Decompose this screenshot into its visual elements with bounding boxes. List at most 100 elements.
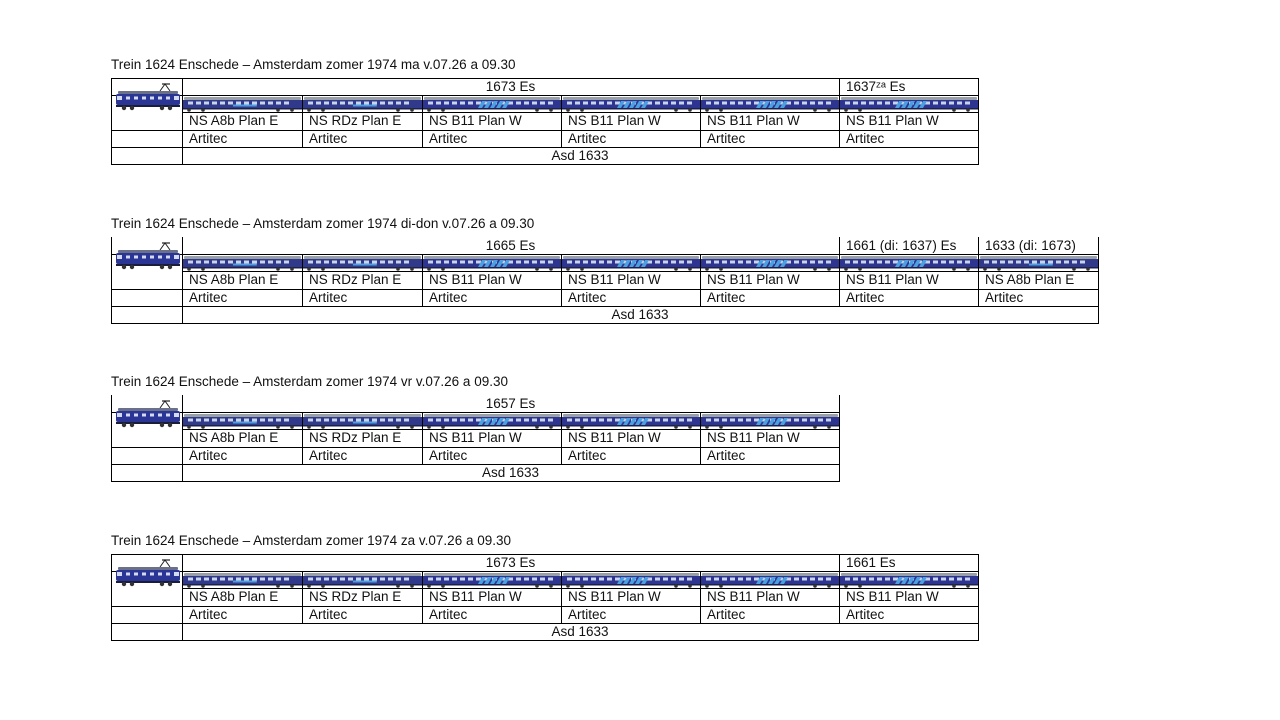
train-section: Trein 1624 Enschede – Amsterdam zomer 19… bbox=[111, 532, 979, 641]
coach-type: NS A8b Plan E bbox=[189, 112, 279, 128]
coach-image bbox=[701, 255, 839, 276]
coach-type: NS B11 Plan W bbox=[429, 429, 522, 445]
coach-maker: Artitec bbox=[189, 447, 228, 463]
coach-divider bbox=[700, 271, 701, 306]
coach-divider bbox=[422, 571, 423, 588]
group-header: 1665 Es bbox=[485, 238, 536, 253]
section-title: Trein 1624 Enschede – Amsterdam zomer 19… bbox=[111, 57, 516, 72]
coach-image bbox=[183, 96, 302, 117]
coach-image bbox=[183, 413, 302, 434]
coach-type: NS B11 Plan W bbox=[707, 429, 800, 445]
group-header: 1637ᶻᵃ Es bbox=[846, 79, 906, 94]
coach-divider bbox=[561, 271, 562, 306]
coach-type: NS B11 Plan W bbox=[846, 588, 939, 604]
coach-image bbox=[303, 413, 422, 434]
group-divider bbox=[978, 237, 979, 254]
coach-maker: Artitec bbox=[568, 447, 607, 463]
train-section: Trein 1624 Enschede – Amsterdam zomer 19… bbox=[111, 56, 979, 165]
group-divider bbox=[839, 78, 840, 95]
coach-type: NS A8b Plan E bbox=[189, 429, 279, 445]
group-header: 1633 (di: 1673) bbox=[985, 238, 1076, 253]
group-header: 1673 Es bbox=[485, 555, 536, 570]
coach-image bbox=[183, 255, 302, 276]
coach-divider bbox=[700, 429, 701, 464]
coach-divider bbox=[700, 95, 701, 112]
locomotive-image bbox=[114, 398, 180, 433]
coach-maker: Artitec bbox=[429, 130, 468, 146]
coach-image bbox=[303, 255, 422, 276]
coach-divider bbox=[302, 95, 303, 112]
coach-type: NS A8b Plan E bbox=[189, 588, 279, 604]
coach-divider bbox=[302, 412, 303, 429]
coach-image bbox=[562, 413, 700, 434]
row-line bbox=[111, 95, 979, 96]
row-line bbox=[111, 254, 1099, 255]
coach-divider bbox=[422, 412, 423, 429]
coach-maker: Artitec bbox=[429, 606, 468, 622]
coach-maker: Artitec bbox=[568, 606, 607, 622]
coach-divider bbox=[422, 254, 423, 271]
coach-divider bbox=[561, 112, 562, 147]
coach-image bbox=[979, 255, 1098, 276]
coach-type: NS B11 Plan W bbox=[846, 271, 939, 287]
row-line bbox=[111, 464, 840, 465]
formation-table: 1673 Es 1661 Es NS A8b Plan E Artitec NS RDz… bbox=[111, 554, 979, 641]
row-line bbox=[111, 571, 979, 572]
coach-maker: Artitec bbox=[309, 130, 348, 146]
coach-maker: Artitec bbox=[846, 289, 885, 305]
table-frame bbox=[111, 395, 840, 482]
row-line bbox=[111, 306, 1099, 307]
coach-divider bbox=[839, 571, 840, 588]
coach-image bbox=[701, 96, 839, 117]
row-line bbox=[182, 112, 979, 113]
formation-table: 1673 Es 1637ᶻᵃ Es NS A8b Plan E Artitec NS R… bbox=[111, 78, 979, 165]
coach-maker: Artitec bbox=[309, 606, 348, 622]
coach-image bbox=[303, 572, 422, 593]
row-line bbox=[111, 147, 979, 148]
coach-maker: Artitec bbox=[189, 289, 228, 305]
coach-maker: Artitec bbox=[189, 606, 228, 622]
table-frame bbox=[111, 237, 1099, 324]
coach-divider bbox=[422, 95, 423, 112]
coach-divider bbox=[422, 112, 423, 147]
coach-type: NS B11 Plan W bbox=[568, 429, 661, 445]
coach-image bbox=[562, 255, 700, 276]
group-header: 1657 Es bbox=[485, 396, 536, 411]
section-title: Trein 1624 Enschede – Amsterdam zomer 19… bbox=[111, 374, 508, 389]
locomotive-image bbox=[114, 240, 180, 275]
coach-maker: Artitec bbox=[846, 130, 885, 146]
coach-image bbox=[562, 96, 700, 117]
coach-image bbox=[840, 572, 978, 593]
coach-divider bbox=[422, 271, 423, 306]
coach-image bbox=[701, 572, 839, 593]
coach-type: NS B11 Plan W bbox=[568, 271, 661, 287]
coach-type: NS RDz Plan E bbox=[309, 271, 402, 287]
coach-divider bbox=[839, 95, 840, 112]
coach-type: NS B11 Plan W bbox=[707, 271, 800, 287]
coach-type: NS B11 Plan W bbox=[707, 588, 800, 604]
coach-divider bbox=[978, 254, 979, 271]
row-line bbox=[111, 130, 979, 131]
row-line bbox=[111, 606, 979, 607]
coach-divider bbox=[700, 571, 701, 588]
coach-maker: Artitec bbox=[189, 130, 228, 146]
row-line bbox=[182, 588, 979, 589]
loco-column-divider bbox=[182, 237, 183, 323]
coach-type: NS RDz Plan E bbox=[309, 588, 402, 604]
coach-type: NS B11 Plan W bbox=[429, 271, 522, 287]
table-frame bbox=[111, 554, 979, 641]
coach-maker: Artitec bbox=[429, 447, 468, 463]
coach-divider bbox=[302, 112, 303, 147]
coach-divider bbox=[561, 254, 562, 271]
coach-image bbox=[303, 96, 422, 117]
coach-maker: Artitec bbox=[568, 130, 607, 146]
loco-column-divider bbox=[182, 554, 183, 640]
coach-divider bbox=[839, 588, 840, 623]
destination-footer: Asd 1633 bbox=[551, 623, 609, 639]
row-line bbox=[111, 447, 840, 448]
coach-image bbox=[840, 255, 978, 276]
row-line bbox=[182, 429, 840, 430]
destination-footer: Asd 1633 bbox=[551, 147, 609, 163]
destination-footer: Asd 1633 bbox=[611, 306, 669, 322]
coach-divider bbox=[422, 588, 423, 623]
